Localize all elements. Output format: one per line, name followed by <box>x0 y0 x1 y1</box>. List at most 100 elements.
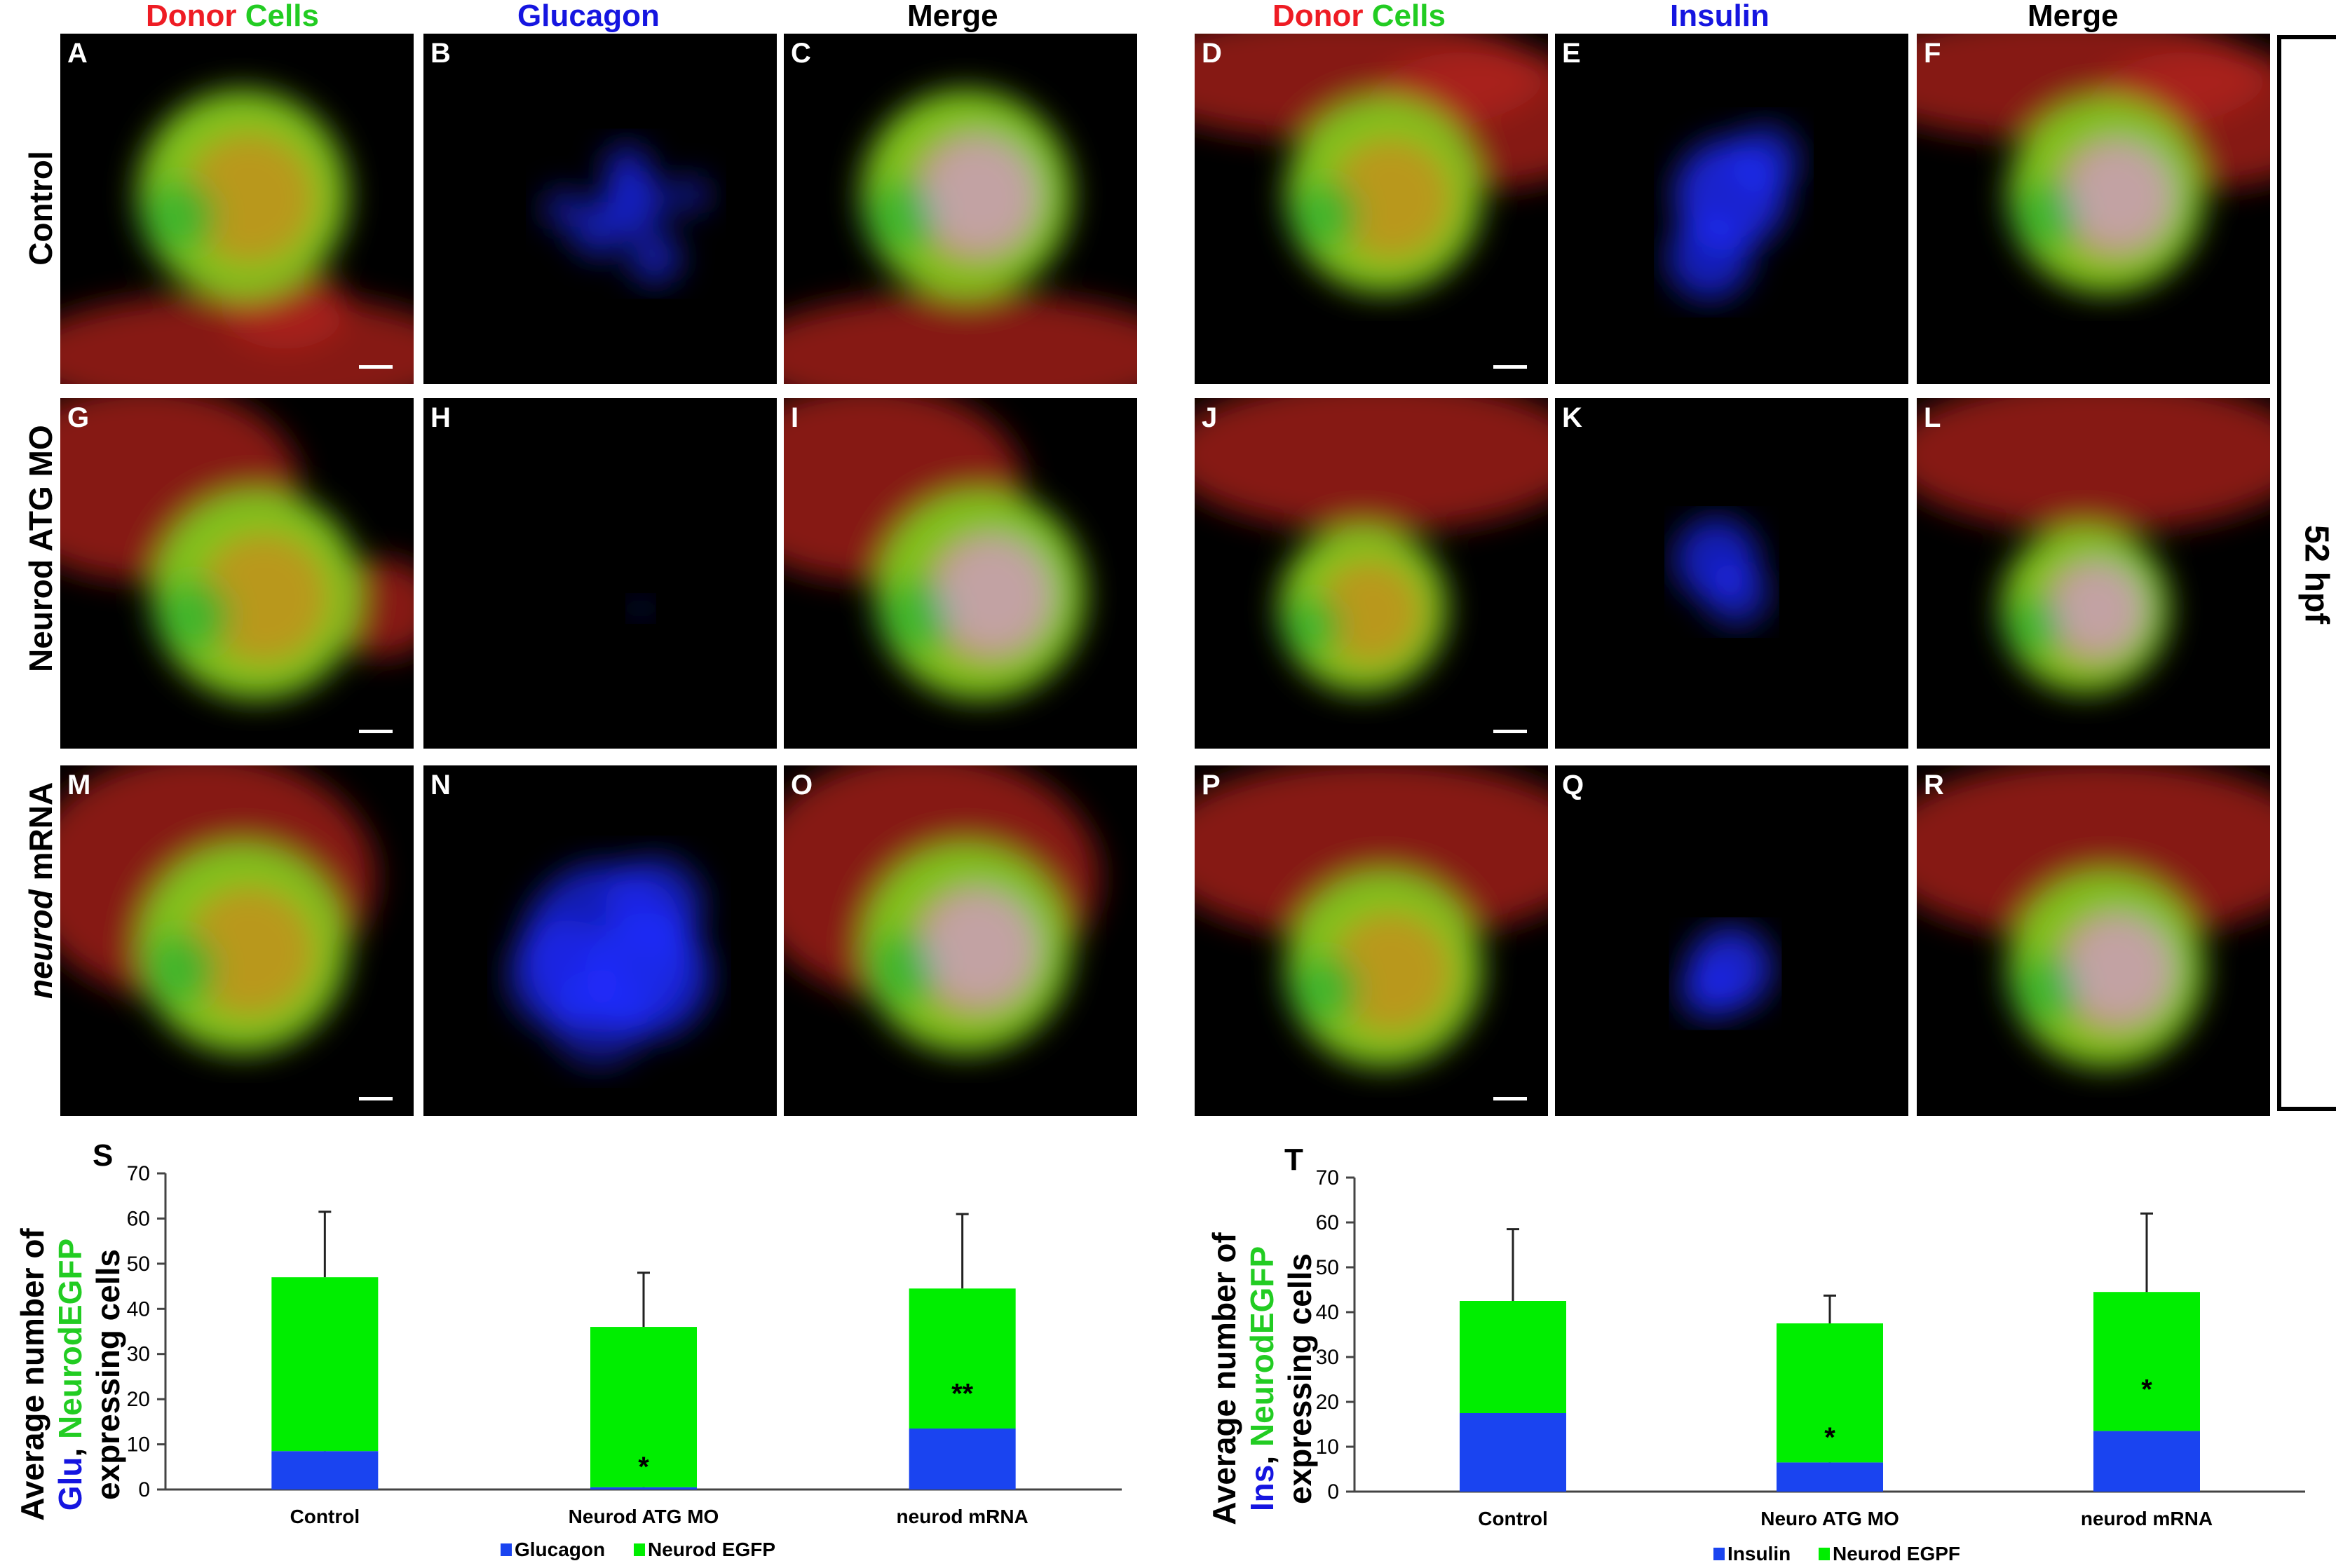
chart-s-letter: S <box>93 1138 114 1173</box>
bar-insulin <box>2093 1431 2200 1492</box>
scale-bar <box>1493 365 1527 369</box>
micrograph-panel-c: C <box>784 34 1137 384</box>
y-tick-label: 30 <box>1316 1346 1339 1369</box>
bar-neurod-egfp <box>271 1277 379 1452</box>
category-label: neurod mRNA <box>897 1506 1028 1527</box>
header-merge-right: Merge <box>2028 0 2119 33</box>
panel-letter-l: L <box>1924 402 1941 433</box>
scale-bar <box>359 365 393 369</box>
y-tick-label: 70 <box>127 1162 150 1185</box>
legend-swatch <box>501 1543 512 1556</box>
micrograph-panel-i: I <box>784 398 1137 749</box>
significance-marker: * <box>638 1452 649 1482</box>
timepoint-bracket <box>2277 35 2336 1111</box>
y-tick-label: 60 <box>1316 1211 1339 1234</box>
y-tick-label: 0 <box>1327 1480 1339 1504</box>
bar-neurod-egpf <box>1777 1323 1883 1463</box>
micrograph-panel-b: B <box>423 34 777 384</box>
significance-marker: * <box>2141 1375 2152 1405</box>
scale-bar <box>359 730 393 733</box>
category-label: neurod mRNA <box>2081 1508 2213 1529</box>
micrograph-panel-f: F <box>1917 34 2270 384</box>
y-tick-label: 70 <box>1316 1166 1339 1189</box>
row-label-neurod-atg-mo: Neurod ATG MO <box>22 425 59 672</box>
panel-letter-e: E <box>1562 38 1581 69</box>
legend-entry: Glucagon <box>515 1539 605 1560</box>
micrograph-panel-k: K <box>1555 398 1908 749</box>
scale-bar <box>1493 1097 1527 1100</box>
panel-letter-k: K <box>1562 402 1582 433</box>
y-tick-label: 50 <box>1316 1256 1339 1279</box>
panel-letter-c: C <box>791 38 811 69</box>
bar-glucagon <box>271 1451 379 1489</box>
legend-swatch <box>1713 1548 1725 1560</box>
y-tick-label: 60 <box>127 1207 150 1230</box>
y-tick-label: 0 <box>138 1478 150 1501</box>
row-label-control: Control <box>22 151 59 266</box>
panel-letter-r: R <box>1924 770 1944 800</box>
micrograph-panel-g: G <box>60 398 414 749</box>
micrograph-panel-n: N <box>423 765 777 1116</box>
significance-marker: * <box>1824 1422 1835 1453</box>
bar-neurod-egpf <box>2093 1292 2200 1431</box>
panel-letter-m: M <box>67 770 91 800</box>
y-tick-label: 10 <box>1316 1436 1339 1459</box>
bar-insulin <box>1460 1413 1566 1492</box>
micrograph-panel-p: P <box>1195 765 1548 1116</box>
y-tick-label: 50 <box>127 1253 150 1276</box>
chart-t-letter: T <box>1284 1143 1303 1177</box>
significance-marker: ** <box>951 1378 974 1409</box>
micrograph-panel-a: A <box>60 34 414 384</box>
timepoint-label: 52 hpf <box>2297 524 2335 625</box>
legend-entry: Neurod EGPF <box>1833 1543 1960 1564</box>
panel-letter-j: J <box>1202 402 1218 433</box>
category-label: Control <box>1478 1508 1548 1529</box>
micrograph-panel-m: M <box>60 765 414 1116</box>
panel-letter-p: P <box>1202 770 1221 800</box>
chart-t: 0 10 20 30 40 50 60 70 Control * Neuro ATG MO * neur… <box>1316 1166 2305 1564</box>
category-label: Neurod ATG MO <box>569 1506 719 1527</box>
y-tick-label: 10 <box>127 1433 150 1457</box>
y-tick-label: 20 <box>1316 1391 1339 1414</box>
header-insulin: Insulin <box>1670 0 1770 33</box>
panel-letter-g: G <box>67 402 90 433</box>
panel-letter-f: F <box>1924 38 1941 69</box>
micrograph-panel-o: O <box>784 765 1137 1116</box>
micrograph-panel-l: L <box>1917 398 2270 749</box>
row-label-neurod-mrna: neurod mRNA <box>22 782 59 999</box>
micrograph-panel-e: E <box>1555 34 1908 384</box>
chart-s: 0 10 20 30 40 50 60 70 Control * Neurod ATG MO ** ne… <box>127 1162 1122 1560</box>
micrograph-panel-h: H <box>423 398 777 749</box>
panel-letter-b: B <box>430 38 451 69</box>
header-glucagon: Glucagon <box>517 0 660 33</box>
y-tick-label: 40 <box>1316 1301 1339 1324</box>
legend-entry: Neurod EGFP <box>648 1539 775 1560</box>
bar-glucagon <box>909 1429 1016 1489</box>
bar-neurod-egpf <box>1460 1301 1566 1413</box>
header-donor-cells-right: Donor Cells <box>1272 0 1446 33</box>
micrograph-panel-d: D <box>1195 34 1548 384</box>
category-label: Neuro ATG MO <box>1760 1508 1899 1529</box>
panel-letter-h: H <box>430 402 451 433</box>
micrograph-panel-q: Q <box>1555 765 1908 1116</box>
micrograph-panel-r: R <box>1917 765 2270 1116</box>
y-tick-label: 30 <box>127 1343 150 1366</box>
panel-letter-n: N <box>430 770 451 800</box>
bar-neurod-egfp <box>909 1288 1016 1429</box>
scale-bar <box>359 1097 393 1100</box>
legend-swatch <box>634 1543 645 1556</box>
legend-entry: Insulin <box>1727 1543 1791 1564</box>
panel-letter-q: Q <box>1562 770 1584 800</box>
y-tick-label: 40 <box>127 1297 150 1321</box>
header-donor-cells-left: Donor Cells <box>146 0 319 33</box>
bar-insulin <box>1777 1462 1883 1492</box>
panel-letter-d: D <box>1202 38 1222 69</box>
panel-letter-a: A <box>67 38 88 69</box>
micrograph-panel-j: J <box>1195 398 1548 749</box>
category-label: Control <box>290 1506 360 1527</box>
y-tick-label: 20 <box>127 1388 150 1411</box>
bar-glucagon <box>590 1487 697 1489</box>
header-merge-left: Merge <box>907 0 998 33</box>
legend-swatch <box>1819 1548 1830 1560</box>
panel-letter-i: I <box>791 402 799 433</box>
